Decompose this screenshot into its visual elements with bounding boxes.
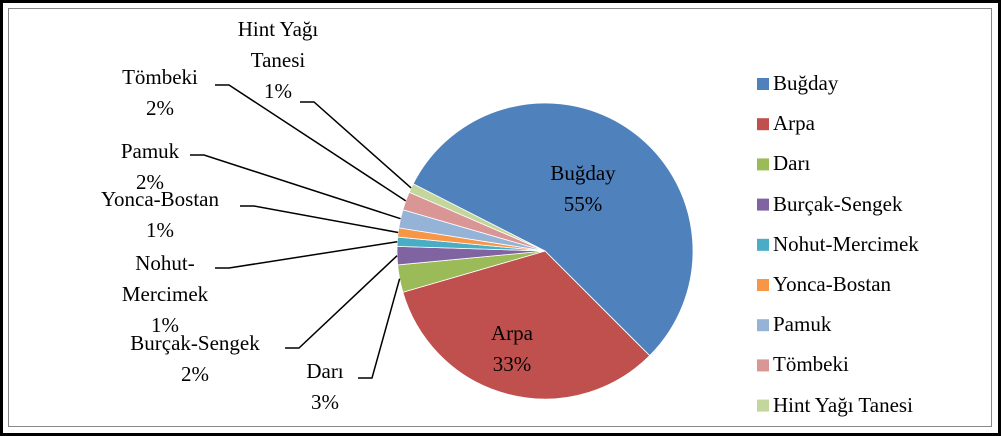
leader-line — [215, 84, 407, 202]
data-label-value: 2% — [146, 96, 174, 120]
legend-swatch — [757, 399, 769, 412]
legend-swatch — [757, 279, 769, 291]
data-label: Nohut-Mercimek 1% — [110, 248, 220, 341]
legend-label: Arpa — [773, 111, 815, 136]
legend-label: Burçak-Sengek — [773, 191, 903, 216]
data-label: Pamuk 2% — [100, 136, 200, 198]
data-label-name: Tömbeki — [122, 65, 198, 89]
legend-swatch — [757, 158, 769, 171]
data-label: Yonca-Bostan 1% — [70, 184, 250, 246]
legend-label: Pamuk — [773, 312, 832, 337]
data-label-name: Burçak-Sengek — [130, 331, 260, 355]
inner-border — [8, 8, 992, 427]
legend-label: Buğday — [773, 71, 839, 95]
legend-swatch — [757, 78, 769, 90]
data-label-name: Yonca-Bostan — [100, 187, 220, 211]
legend-swatch — [757, 118, 769, 131]
data-label-value: 2% — [181, 362, 209, 386]
legend-swatch — [757, 198, 769, 211]
legend-swatch — [757, 319, 769, 332]
data-label-value: 33% — [492, 352, 532, 376]
data-label-value: 1% — [264, 79, 292, 103]
legend-label: Darı — [773, 151, 811, 176]
pie-slice — [412, 102, 694, 357]
leader-line — [240, 205, 399, 234]
leader-line — [358, 278, 401, 379]
data-label-name: Buğday — [550, 161, 616, 185]
data-label: Arpa 33% — [452, 318, 572, 380]
data-label: Hint Yağı Tanesi 1% — [228, 14, 328, 107]
leader-line — [190, 154, 401, 220]
data-label-value: 1% — [146, 218, 174, 242]
data-label-value: 2% — [136, 170, 164, 194]
legend-label: Hint Yağı Tanesi — [773, 392, 913, 417]
pie-slice — [402, 250, 651, 400]
data-label-name: Arpa — [491, 321, 533, 345]
legend-swatch — [757, 238, 769, 251]
legend-label: Yonca-Bostan — [773, 272, 892, 296]
data-label-value: 55% — [563, 192, 603, 216]
data-label-value: 3% — [311, 390, 339, 414]
leader-line — [285, 255, 398, 349]
legend-swatch — [757, 359, 769, 372]
data-label-name: Pamuk — [120, 139, 180, 163]
data-label: Darı 3% — [295, 356, 355, 418]
data-label-name: Hint Yağı Tanesi — [237, 17, 319, 72]
data-label-name: Nohut-Mercimek — [121, 251, 209, 306]
leader-line — [215, 240, 398, 269]
legend-label: Tömbeki — [773, 352, 849, 377]
data-label-name: Darı — [306, 359, 344, 383]
data-label: Tömbeki 2% — [110, 62, 210, 124]
data-label: Buğday 55% — [523, 158, 643, 220]
data-label: Burçak-Sengek 2% — [105, 328, 285, 390]
legend-label: Nohut-Mercimek — [773, 231, 919, 256]
leader-line — [300, 101, 412, 189]
data-label-value: 1% — [151, 313, 179, 337]
